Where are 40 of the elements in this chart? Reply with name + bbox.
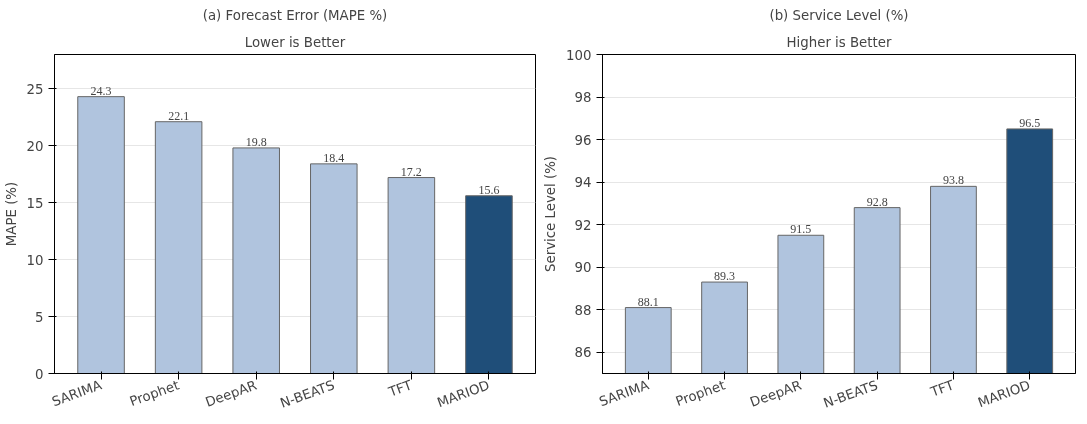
data-label: 92.8 (866, 194, 888, 209)
data-label: 93.8 (942, 173, 964, 188)
data-label: 89.3 (714, 269, 736, 284)
y-tick-label: 94 (574, 175, 592, 191)
data-label: 88.1 (637, 294, 659, 309)
y-tick-label: 86 (574, 345, 592, 361)
y-tick-label: 100 (566, 47, 592, 63)
chart-title: (b) Service Level (%) (769, 7, 909, 23)
bar (465, 195, 513, 374)
data-label: 19.8 (245, 134, 267, 149)
bar (387, 177, 436, 374)
y-tick-label: 20 (26, 138, 44, 154)
y-tick-label: 88 (574, 302, 592, 318)
data-label: 18.4 (323, 150, 345, 165)
data-label: 24.3 (90, 83, 112, 98)
y-axis-title: MAPE (%) (3, 181, 19, 247)
data-label: 22.1 (168, 108, 190, 123)
y-tick-label: 10 (26, 252, 44, 268)
data-label: 15.6 (478, 182, 500, 197)
data-label: 17.2 (400, 164, 422, 179)
chart-subtitle: Higher is Better (786, 34, 892, 50)
y-tick-label: 0 (35, 366, 44, 382)
bar (154, 121, 203, 374)
bar (232, 147, 280, 374)
bar (310, 163, 358, 374)
data-label: 91.5 (790, 222, 812, 237)
y-tick-label: 98 (574, 90, 592, 106)
y-tick-label: 90 (574, 260, 592, 276)
x-tick-label: TFT (927, 377, 957, 400)
data-label: 96.5 (1019, 115, 1041, 130)
y-tick-label: 96 (574, 132, 592, 148)
y-tick-label: 5 (35, 309, 44, 325)
bar (77, 96, 125, 374)
y-axis-title: Service Level (%) (543, 156, 559, 272)
x-tick-label: TFT (385, 377, 415, 400)
y-tick-label: 25 (26, 81, 44, 97)
chart-subtitle: Lower is Better (244, 34, 346, 50)
y-tick-label: 92 (574, 217, 592, 233)
chart-title: (a) Forecast Error (MAPE %) (202, 7, 388, 23)
y-tick-label: 15 (26, 195, 44, 211)
